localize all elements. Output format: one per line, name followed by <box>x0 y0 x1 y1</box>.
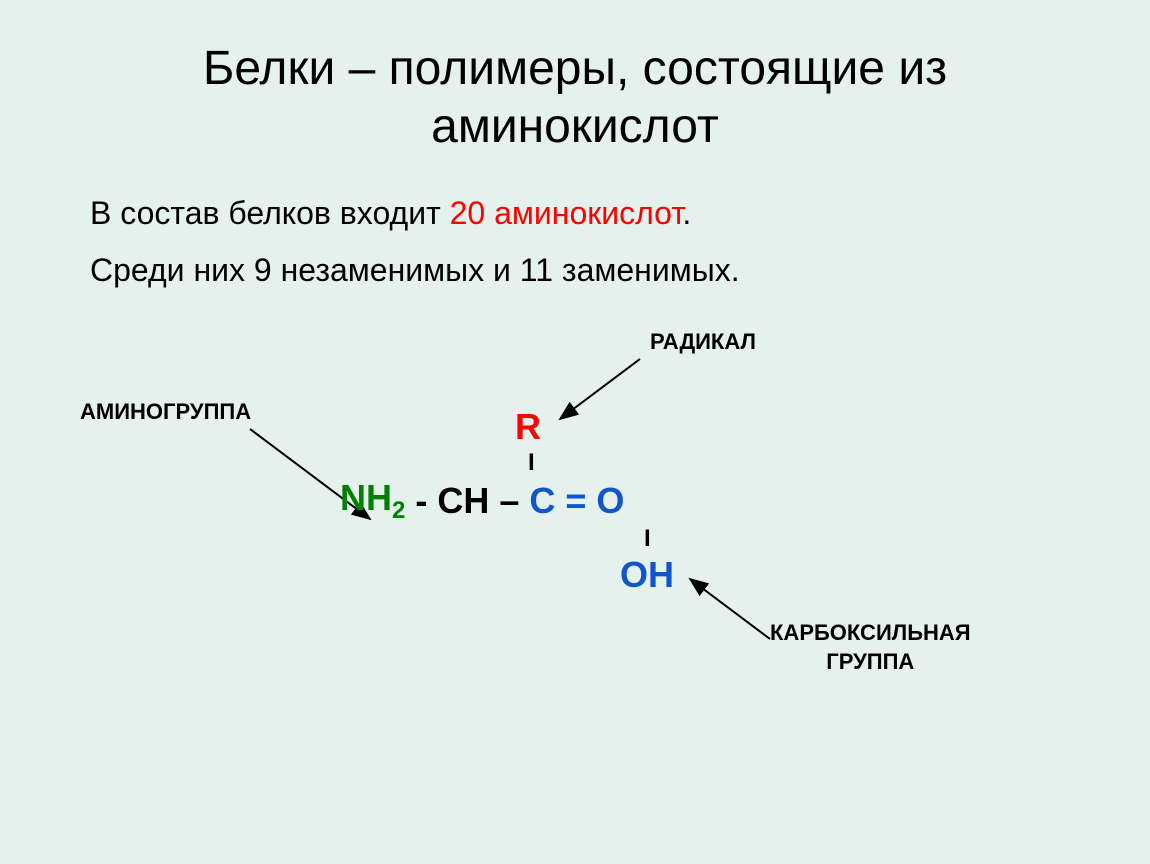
nh-sub: 2 <box>392 497 405 524</box>
subtitle-line-1: В состав белков входит 20 аминокислот. <box>0 175 1150 242</box>
atom-o: O <box>596 480 624 522</box>
bond-nh2-ch: - <box>405 480 437 522</box>
bond-c-oh: I <box>644 526 651 552</box>
page-title: Белки – полимеры, состоящие из аминокисл… <box>0 0 1150 175</box>
bond-ch-c: – <box>489 480 529 522</box>
subtitle-1-highlight: 20 аминокислот <box>450 195 683 231</box>
nh-text: NH <box>340 477 392 518</box>
arrow-carboxyl-line <box>690 579 770 639</box>
subtitle-1-suffix: . <box>682 195 691 231</box>
atom-nh2: NH2 <box>340 477 405 525</box>
subtitle-1-prefix: В состав белков входит <box>90 195 450 231</box>
bond-r-ch: I <box>528 450 535 476</box>
atom-ch: CH <box>437 480 489 522</box>
chemical-diagram: АМИНОГРУППА РАДИКАЛ КАРБОКСИЛЬНАЯ ГРУППА… <box>0 299 1150 819</box>
subtitle-line-2: Среди них 9 незаменимых и 11 заменимых. <box>0 242 1150 299</box>
atom-c: C <box>529 480 555 522</box>
atom-r: R <box>515 406 541 448</box>
atom-oh: OH <box>620 554 674 596</box>
chemical-formula: R I NH2 - CH – C = O I OH <box>340 404 674 598</box>
bond-c-o-double: = <box>555 480 596 522</box>
